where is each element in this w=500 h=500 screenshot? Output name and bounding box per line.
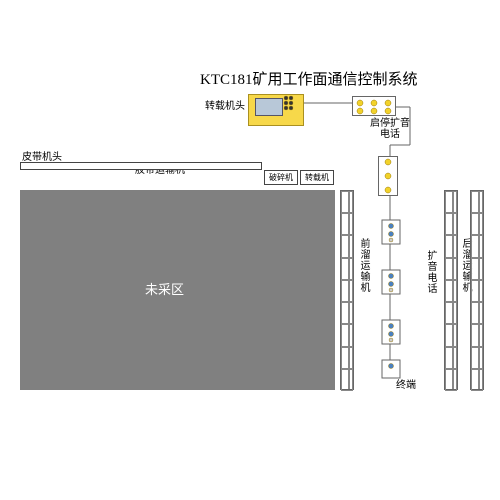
- wiring-overlay: [0, 0, 500, 500]
